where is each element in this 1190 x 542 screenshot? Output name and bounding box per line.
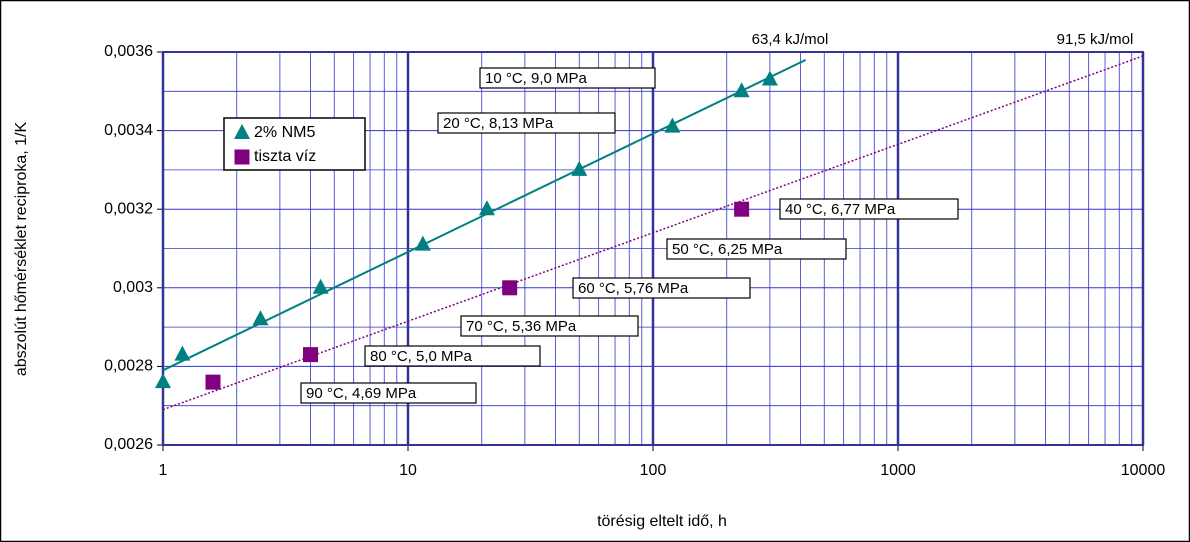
y-axis-title: abszolút hőmérséklet reciproka, 1/K	[13, 122, 30, 377]
data-point	[734, 201, 750, 217]
x-tick-label: 10000	[1121, 462, 1166, 479]
annotation-box	[364, 345, 541, 367]
data-point	[733, 82, 750, 98]
annotation-box	[779, 198, 959, 220]
data-point	[155, 373, 171, 389]
data-point	[414, 235, 431, 251]
y-tick-label: 0,0036	[104, 43, 153, 60]
annotation: 50 °C, 6,25 MPa	[672, 241, 783, 258]
trend-line	[162, 55, 1144, 411]
annotation: 63,4 kJ/mol	[752, 31, 829, 48]
annotation: 10 °C, 9,0 MPa	[485, 70, 588, 87]
annotation-box	[300, 382, 477, 404]
x-axis-title: törésig eltelt idő, h	[597, 513, 727, 530]
x-tick-label: 1000	[880, 462, 916, 479]
legend-marker	[234, 149, 250, 165]
data-point	[502, 280, 518, 296]
annotation-box	[437, 112, 616, 134]
x-tick-label: 1	[159, 462, 168, 479]
data-point	[571, 160, 588, 176]
x-tick-label: 100	[640, 462, 667, 479]
annotation: 20 °C, 8,13 MPa	[443, 115, 554, 132]
data-point	[478, 200, 495, 216]
x-tick-label: 10	[399, 462, 417, 479]
annotation-box	[479, 67, 656, 89]
y-tick-label: 0,003	[113, 279, 153, 296]
data-point	[205, 374, 221, 390]
data-point	[303, 347, 319, 363]
data-point	[174, 345, 191, 361]
legend-marker	[234, 124, 250, 139]
y-tick-label: 0,0026	[104, 436, 153, 453]
annotation-box	[666, 238, 847, 260]
legend-label: 2% NM5	[254, 124, 315, 141]
annotation: 80 °C, 5,0 MPa	[370, 348, 473, 365]
y-tick-label: 0,0032	[104, 200, 153, 217]
annotation: 91,5 kJ/mol	[1057, 31, 1134, 48]
y-tick-label: 0,0028	[104, 358, 153, 375]
data-point	[761, 70, 778, 86]
annotation: 70 °C, 5,36 MPa	[466, 318, 577, 335]
data-point	[664, 117, 681, 133]
annotation: 40 °C, 6,77 MPa	[785, 201, 896, 218]
legend-label: tiszta víz	[254, 148, 316, 165]
annotation: 60 °C, 5,76 MPa	[578, 280, 689, 297]
annotation-box	[572, 277, 751, 299]
annotation: 90 °C, 4,69 MPa	[306, 385, 417, 402]
annotation-box	[460, 315, 639, 337]
data-point	[312, 278, 329, 294]
plot-border	[162, 51, 1144, 446]
y-tick-label: 0,0034	[104, 122, 153, 139]
data-point	[252, 310, 269, 326]
